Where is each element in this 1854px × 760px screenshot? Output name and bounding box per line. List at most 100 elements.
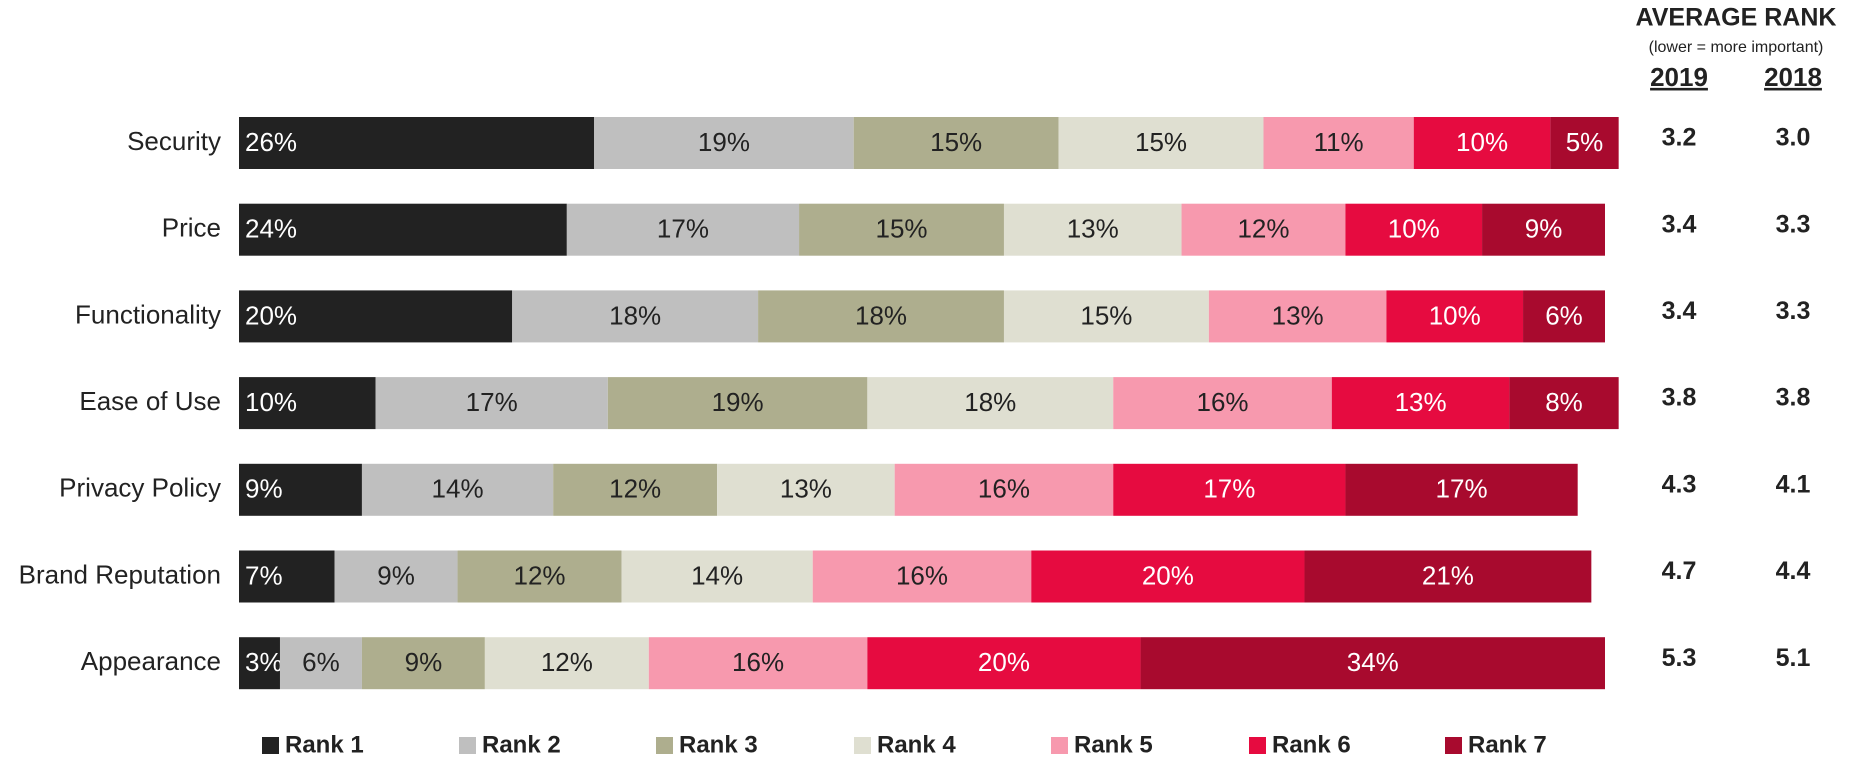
bar-segment [894, 463, 1114, 516]
average-rank-value: 3.8 [1776, 384, 1811, 412]
value-label: 20% [245, 300, 297, 330]
value-label: 19% [698, 127, 750, 157]
year-header: 2019 [1650, 62, 1708, 92]
value-label: 26% [245, 127, 297, 157]
bar-segment [867, 377, 1114, 430]
value-label: 15% [930, 127, 982, 157]
average-rank-value: 4.7 [1662, 557, 1697, 585]
value-label: 17% [657, 214, 709, 244]
bar-segment [239, 637, 280, 690]
bar-segment [1208, 290, 1387, 343]
bar-segment [1113, 463, 1346, 516]
bar-segment [1003, 290, 1209, 343]
value-label: 16% [978, 474, 1030, 504]
legend-label: Rank 4 [877, 731, 956, 758]
value-label: 5% [1566, 127, 1604, 157]
bar-segment [717, 463, 895, 516]
bar-segment [812, 550, 1032, 603]
category-label: Ease of Use [79, 386, 221, 416]
value-label: 15% [1135, 127, 1187, 157]
legend-swatch [656, 737, 673, 754]
value-label: 13% [1272, 300, 1324, 330]
legend-label: Rank 1 [285, 731, 364, 758]
bar-segment [1113, 377, 1332, 430]
value-label: 18% [855, 300, 907, 330]
bar-segment [1304, 550, 1592, 603]
value-label: 20% [978, 647, 1030, 677]
value-label: 9% [245, 474, 283, 504]
bar-segment [1181, 203, 1346, 256]
bar-segment [621, 550, 813, 603]
average-rank-value: 3.4 [1662, 210, 1697, 238]
legend-label: Rank 3 [679, 731, 758, 758]
bar-segment [1263, 117, 1414, 169]
bar-segment [1031, 550, 1305, 603]
value-label: 16% [1196, 387, 1248, 417]
bar-segment [1003, 203, 1182, 256]
value-label: 13% [780, 474, 832, 504]
value-label: 10% [245, 387, 297, 417]
bar-segment [361, 637, 485, 690]
average-rank-value: 3.2 [1662, 124, 1697, 152]
bar-segment [239, 550, 335, 603]
bar-segment [1140, 637, 1605, 690]
bar-segment [1331, 377, 1510, 430]
value-label: 7% [245, 560, 283, 590]
value-label: 12% [513, 560, 565, 590]
average-rank-value: 3.8 [1662, 384, 1697, 412]
bar-segment [484, 637, 649, 690]
legend-swatch [262, 737, 279, 754]
bar-segment [239, 203, 567, 256]
value-label: 9% [1525, 214, 1563, 244]
value-label: 9% [405, 647, 443, 677]
bar-segment [758, 290, 1004, 343]
legend-swatch [1249, 737, 1266, 754]
legend-swatch [1445, 737, 1462, 754]
value-label: 21% [1422, 560, 1474, 590]
value-label: 12% [1237, 214, 1289, 244]
average-rank-value: 3.4 [1662, 297, 1697, 325]
average-rank-value: 4.4 [1776, 557, 1811, 585]
bar-segment [607, 377, 868, 430]
value-label: 3% [245, 647, 283, 677]
value-label: 15% [875, 214, 927, 244]
value-label: 20% [1142, 560, 1194, 590]
legend-swatch [854, 737, 871, 754]
value-label: 15% [1080, 300, 1132, 330]
value-label: 13% [1067, 214, 1119, 244]
value-label: 19% [712, 387, 764, 417]
value-label: 14% [691, 560, 743, 590]
bar-segment [1413, 117, 1551, 169]
bar-segment [1386, 290, 1524, 343]
legend-label: Rank 2 [482, 731, 561, 758]
legend-label: Rank 7 [1468, 731, 1547, 758]
category-label: Security [127, 126, 221, 156]
value-label: 17% [1436, 474, 1488, 504]
bar-segment [239, 463, 362, 516]
value-label: 10% [1456, 127, 1508, 157]
bar-segment [594, 117, 854, 169]
bar-segment [1482, 203, 1605, 256]
bar-segment [799, 203, 1004, 256]
value-label: 17% [466, 387, 518, 417]
value-label: 10% [1429, 300, 1481, 330]
average-rank-subtitle: (lower = more important) [1649, 39, 1824, 56]
bar-segment [553, 463, 718, 516]
category-label: Privacy Policy [59, 473, 221, 503]
value-label: 12% [541, 647, 593, 677]
bar-segment [1345, 203, 1483, 256]
bar-segment [239, 117, 595, 169]
bar-segment [239, 290, 513, 343]
average-rank-value: 5.3 [1662, 644, 1697, 672]
value-label: 6% [302, 647, 340, 677]
value-label: 18% [964, 387, 1016, 417]
category-label: Price [162, 213, 221, 243]
bar-segment [239, 377, 376, 430]
average-rank-value: 4.3 [1662, 470, 1697, 498]
average-rank-value: 3.3 [1776, 297, 1811, 325]
bar-segment [867, 637, 1141, 690]
bar-segment [279, 637, 362, 690]
category-label: Brand Reputation [19, 559, 221, 589]
value-label: 9% [377, 560, 415, 590]
